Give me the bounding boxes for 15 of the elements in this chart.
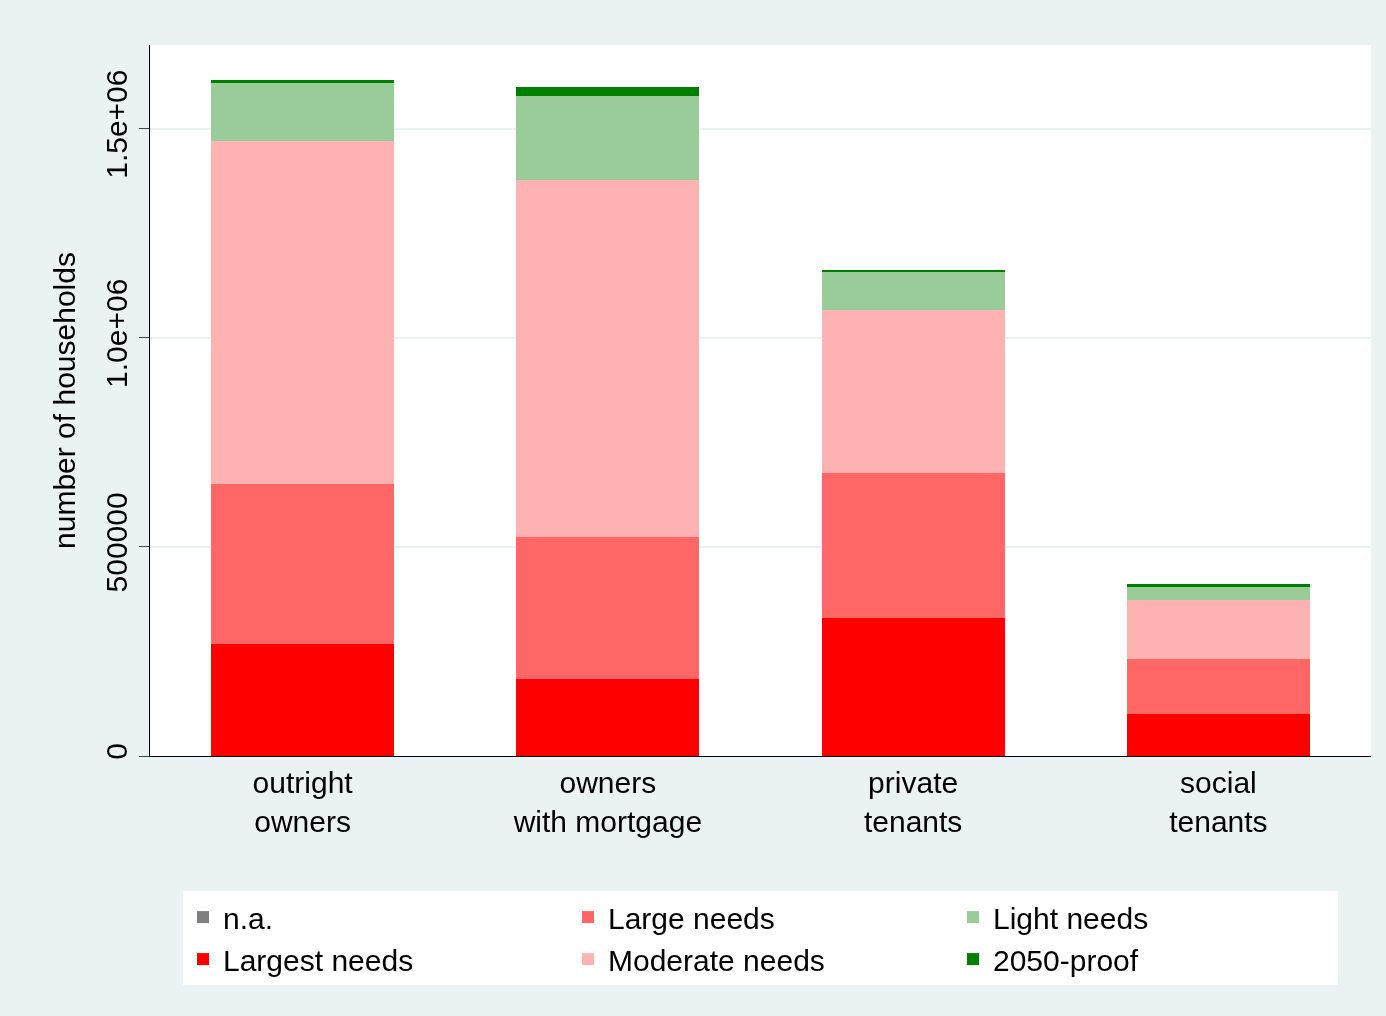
x-tick-label: private tenants (863, 766, 963, 838)
y-tick-label: 1.5e+06 (100, 69, 133, 179)
y-tick-label: 0 (100, 743, 133, 760)
y-tick-label: 500000 (100, 492, 133, 593)
legend-label: Large needs (608, 901, 775, 935)
legend-label: n.a. (223, 901, 274, 935)
y-tick-label: 1.0e+06 (100, 278, 133, 388)
x-tick-label: outright owners (252, 766, 354, 838)
x-tick-label: social tenants (1169, 766, 1268, 838)
legend-label: 2050-proof (993, 943, 1139, 977)
legend-label: Moderate needs (608, 943, 825, 977)
x-tick-label: owners with mortgage (512, 766, 703, 838)
legend-label: Largest needs (223, 943, 414, 977)
legend-label: Light needs (993, 901, 1149, 935)
y-axis-title: number of households (48, 252, 81, 549)
